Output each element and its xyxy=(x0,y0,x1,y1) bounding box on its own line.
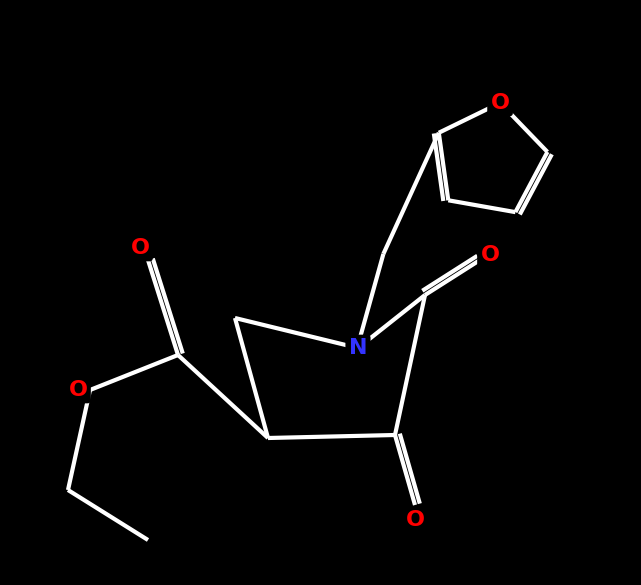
Text: O: O xyxy=(69,380,88,400)
Text: O: O xyxy=(481,245,499,265)
Text: N: N xyxy=(349,338,367,358)
Text: O: O xyxy=(406,510,424,530)
Text: O: O xyxy=(131,238,149,258)
Text: O: O xyxy=(490,93,510,113)
